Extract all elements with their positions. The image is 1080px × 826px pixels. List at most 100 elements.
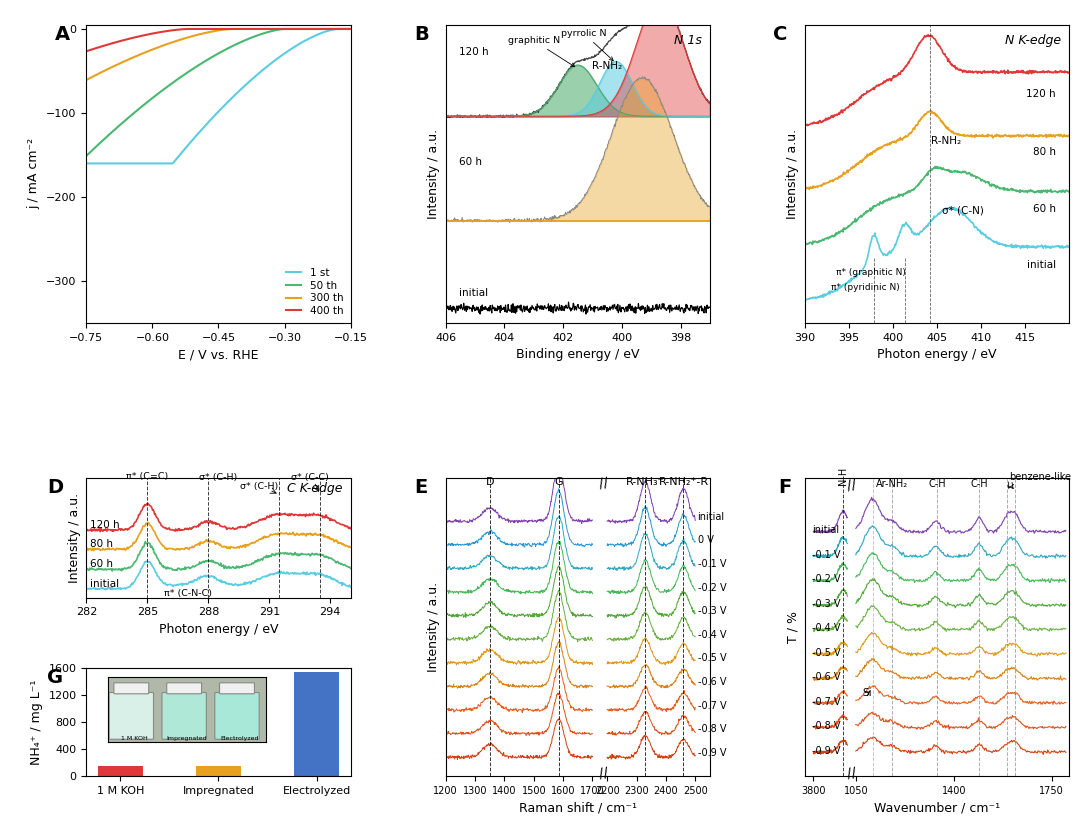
300 th xyxy=(80,75,93,85)
50 th xyxy=(80,151,93,161)
1 st xyxy=(332,24,345,34)
Text: -0.1 V: -0.1 V xyxy=(698,559,726,569)
Text: Si: Si xyxy=(863,688,872,698)
1 st xyxy=(345,24,357,34)
Text: 60 h: 60 h xyxy=(1032,204,1056,214)
400 th xyxy=(338,24,351,34)
Text: benzene-like: benzene-like xyxy=(1010,472,1071,482)
Text: C-H: C-H xyxy=(928,479,946,489)
Text: π* (pyridinic N): π* (pyridinic N) xyxy=(832,282,900,292)
Text: -0.7 V: -0.7 V xyxy=(698,700,726,710)
Text: 60 h: 60 h xyxy=(459,157,482,167)
300 th xyxy=(338,24,351,34)
300 th xyxy=(222,24,235,34)
Text: C K-edge: C K-edge xyxy=(287,482,342,495)
Text: N K-edge: N K-edge xyxy=(1005,34,1062,47)
400 th xyxy=(181,24,194,34)
Text: π* (C=C): π* (C=C) xyxy=(126,472,168,481)
Text: G: G xyxy=(46,668,63,687)
Text: -0.9 V: -0.9 V xyxy=(698,748,726,757)
Text: E: E xyxy=(414,478,428,497)
Text: π* (graphitic N): π* (graphitic N) xyxy=(836,268,906,277)
Text: -0.5 V: -0.5 V xyxy=(812,648,840,657)
Text: σ* (C-H): σ* (C-H) xyxy=(200,473,238,482)
Text: pyrrolic N: pyrrolic N xyxy=(561,29,613,60)
Text: F: F xyxy=(779,478,792,497)
400 th xyxy=(224,24,237,34)
Text: 120 h: 120 h xyxy=(1026,89,1056,99)
Text: -0.9 V: -0.9 V xyxy=(812,746,840,756)
50 th xyxy=(207,51,220,61)
Text: 80 h: 80 h xyxy=(91,539,113,549)
Text: initial: initial xyxy=(698,512,725,522)
Text: -0.2 V: -0.2 V xyxy=(812,574,840,584)
Text: -0.6 V: -0.6 V xyxy=(812,672,840,682)
Y-axis label: Intensity / a.u.: Intensity / a.u. xyxy=(786,129,799,219)
Text: -0.3 V: -0.3 V xyxy=(812,599,840,609)
300 th xyxy=(207,26,220,36)
Text: initial: initial xyxy=(1027,260,1056,270)
Y-axis label: Intensity / a.u.: Intensity / a.u. xyxy=(428,582,441,672)
Text: C: C xyxy=(773,25,787,44)
50 th xyxy=(222,43,235,53)
Line: 300 th: 300 th xyxy=(86,29,351,80)
Text: //: // xyxy=(597,766,609,781)
Line: 50 th: 50 th xyxy=(86,29,351,156)
Text: π* (C-N-C): π* (C-N-C) xyxy=(164,589,212,598)
400 th xyxy=(238,24,251,34)
Text: σ* (C-C): σ* (C-C) xyxy=(291,473,329,482)
Text: A: A xyxy=(55,25,70,44)
Y-axis label: j / mA cm⁻²: j / mA cm⁻² xyxy=(28,139,41,210)
X-axis label: Photon energy / eV: Photon energy / eV xyxy=(877,349,997,361)
Text: N-H: N-H xyxy=(838,467,848,485)
400 th xyxy=(207,24,220,34)
Line: 400 th: 400 th xyxy=(86,29,351,51)
X-axis label: Photon energy / eV: Photon energy / eV xyxy=(159,623,279,636)
Text: R-NH₂: R-NH₂ xyxy=(931,136,961,146)
Text: initial: initial xyxy=(459,288,488,298)
Y-axis label: Intensity / a.u.: Intensity / a.u. xyxy=(428,129,441,219)
Text: //: // xyxy=(597,475,609,490)
1 st xyxy=(338,24,351,34)
1 st xyxy=(297,37,310,47)
Y-axis label: T / %: T / % xyxy=(786,611,799,643)
Text: -0.5 V: -0.5 V xyxy=(698,653,726,663)
Legend: 1 st, 50 th, 300 th, 400 th: 1 st, 50 th, 300 th, 400 th xyxy=(284,266,346,318)
Bar xyxy=(295,672,339,776)
X-axis label: Wavenumber / cm⁻¹: Wavenumber / cm⁻¹ xyxy=(874,802,1000,814)
Text: 120 h: 120 h xyxy=(459,46,488,57)
Bar xyxy=(197,766,241,776)
50 th xyxy=(345,24,357,34)
1 st xyxy=(238,82,251,92)
Y-axis label: Intensity / a.u.: Intensity / a.u. xyxy=(68,493,81,583)
Text: initial: initial xyxy=(812,525,839,535)
Text: C-H: C-H xyxy=(970,479,988,489)
Text: //: // xyxy=(847,477,858,492)
Y-axis label: NH₄⁺ / mg L⁻¹: NH₄⁺ / mg L⁻¹ xyxy=(30,680,43,765)
Text: G: G xyxy=(554,477,563,487)
Text: -0.8 V: -0.8 V xyxy=(812,721,840,731)
Text: -0.7 V: -0.7 V xyxy=(812,696,840,707)
Text: 80 h: 80 h xyxy=(1032,147,1056,158)
Text: graphitic N: graphitic N xyxy=(508,36,575,67)
400 th xyxy=(345,24,357,34)
400 th xyxy=(297,24,310,34)
Text: R-NH₂: R-NH₂ xyxy=(592,60,622,71)
Text: D: D xyxy=(486,477,494,487)
Text: -0.4 V: -0.4 V xyxy=(698,629,726,640)
50 th xyxy=(238,36,251,45)
1 st xyxy=(205,113,218,123)
Text: N 1s: N 1s xyxy=(674,34,702,47)
1 st xyxy=(207,112,220,121)
50 th xyxy=(338,24,351,34)
Text: 120 h: 120 h xyxy=(91,520,120,530)
Text: σ* (C-N): σ* (C-N) xyxy=(942,206,984,216)
Text: 60 h: 60 h xyxy=(91,559,113,569)
X-axis label: Raman shift / cm⁻¹: Raman shift / cm⁻¹ xyxy=(518,802,637,814)
Text: -0.2 V: -0.2 V xyxy=(698,582,726,592)
Line: 1 st: 1 st xyxy=(86,29,351,164)
Text: -0.3 V: -0.3 V xyxy=(698,606,726,616)
1 st xyxy=(80,159,93,169)
Text: -0.1 V: -0.1 V xyxy=(812,550,840,560)
400 th xyxy=(80,46,93,56)
